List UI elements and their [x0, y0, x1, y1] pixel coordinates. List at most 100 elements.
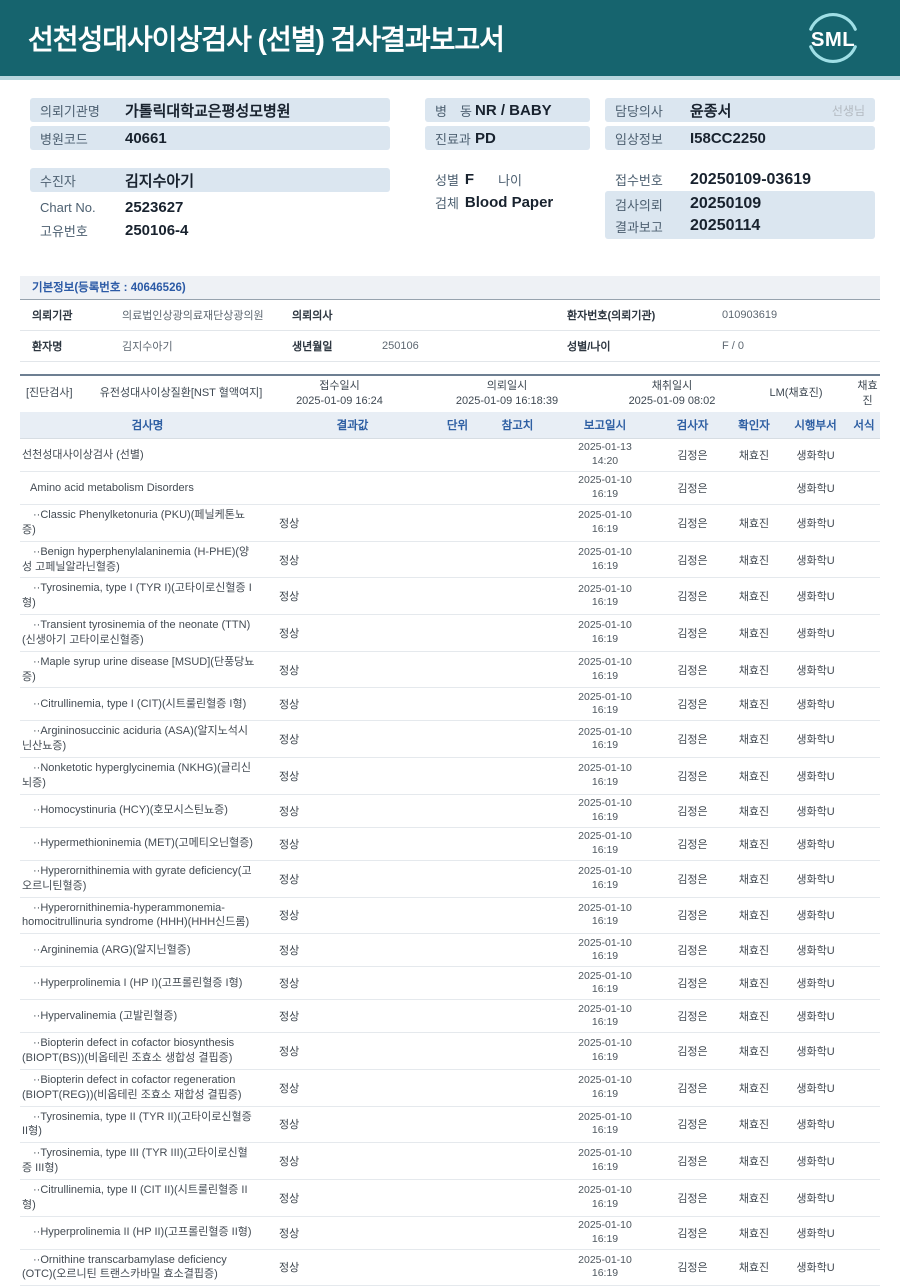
col-header-reference: 참고치: [501, 420, 534, 432]
department-cell: 생화학U: [796, 734, 835, 747]
confirmer-cell: 채효진: [738, 978, 770, 991]
report-datetime-cell: 2025-01-10 16:19: [550, 583, 660, 610]
department-cell: 생화학U: [796, 591, 835, 604]
tester-cell: 김정은: [677, 978, 708, 991]
department-cell: 생화학U: [796, 945, 835, 958]
field-label: 환자번호(의뢰기관): [567, 310, 656, 322]
table-row: ··Hyperornithinemia-hyperammonemia-homoc…: [20, 898, 880, 935]
basic-info-section: 기본정보(등록번호 : 40646526) 의뢰기관 의료법인상광의료재단상광의원…: [20, 276, 880, 362]
confirmer-cell: 채효진: [738, 627, 770, 640]
result-value-cell: 정상: [279, 838, 300, 851]
field-value: 의료법인상광의료재단상광의원: [122, 310, 264, 322]
report-date: 2025-01-10: [578, 582, 632, 595]
col-header-department: 시행부서: [794, 420, 837, 432]
field-specimen: 검체 Blood Paper: [425, 191, 590, 214]
field-hospital-code: 병원코드 40661: [30, 126, 390, 150]
report-date: 2025-01-10: [578, 936, 632, 949]
report-datetime-cell: 2025-01-10 16:19: [550, 902, 660, 929]
report-datetime-cell: 2025-01-10 16:19: [550, 937, 660, 964]
confirmer-cell: 채효진: [738, 554, 770, 567]
report-datetime-cell: 2025-01-10 16:19: [550, 726, 660, 753]
field-ward: 병 동 NR / BABY: [425, 98, 590, 122]
tester-cell: 김정은: [677, 873, 708, 886]
result-value-cell: 정상: [279, 945, 300, 958]
report-datetime-cell: 2025-01-10 16:19: [550, 474, 660, 501]
report-date: 2025-01-10: [578, 690, 632, 703]
report-datetime-cell: 2025-01-10 16:19: [550, 1184, 660, 1211]
field-value: NR / BABY: [475, 101, 552, 119]
report-date: 2025-01-10: [578, 655, 632, 668]
report-datetime-cell: 2025-01-10 16:19: [550, 865, 660, 892]
requested-label: 의뢰일시: [486, 379, 528, 392]
tester-cell: 김정은: [677, 945, 708, 958]
department-cell: 생화학U: [796, 554, 835, 567]
department-cell: 생화학U: [796, 1227, 835, 1240]
collected-datetime: 채취일시 2025-01-09 08:02: [607, 379, 737, 410]
result-value-cell: 정상: [279, 554, 300, 567]
report-date: 2025-01-10: [578, 865, 632, 878]
confirmer-cell: 채효진: [738, 1011, 770, 1024]
sml-logo: SML: [809, 13, 857, 63]
report-date: 2025-01-10: [578, 830, 632, 843]
field-value: 20250114: [690, 217, 761, 234]
field-report-date: 결과보고 20250114: [615, 215, 865, 237]
table-row: ··Hypervalinemia (고발린혈증) 정상 2025-01-10 16:1…: [20, 1000, 880, 1034]
field-label: 접수번호: [615, 173, 663, 188]
confirmer-cell: 채효진: [738, 450, 770, 462]
field-value: PD: [475, 129, 496, 147]
report-time: 16:19: [591, 704, 619, 717]
field-value: 20250109: [690, 195, 762, 212]
report-datetime-cell: 2025-01-10 16:19: [550, 1219, 660, 1246]
field-value: 40661: [125, 129, 167, 147]
diagnosis-strip: [진단검사] 유전성대사이상질환[NST 혈액여지] 접수일시 2025-01-…: [20, 374, 880, 412]
result-value-cell: 정상: [279, 805, 300, 818]
table-row: ··Ornithine transcarbamylase deficiency …: [20, 1250, 880, 1286]
test-name-cell: ··Hyperornithinemia-hyperammonemia-homoc…: [22, 901, 250, 929]
requested-datetime: 의뢰일시 2025-01-09 16:18:39: [407, 379, 607, 410]
test-name-cell: ··Tyrosinemia, type I (TYR I)(고타이로신혈증 I형…: [22, 582, 252, 610]
report-datetime-cell: 2025-01-10 16:19: [550, 509, 660, 536]
field-value: I58CC2250: [690, 129, 766, 147]
test-name-cell: ··Citrullinemia, type II (CIT II)(시트룰린혈증…: [22, 1183, 248, 1211]
table-row: ··Tyrosinemia, type III (TYR III)(고타이로신혈…: [20, 1143, 880, 1180]
report-datetime-cell: 2025-01-13 14:20: [550, 441, 660, 468]
page-title: 선천성대사이상검사 (선별) 검사결과보고서: [28, 24, 505, 55]
tester-cell: 김정은: [677, 1262, 708, 1275]
report-date: 2025-01-10: [578, 1110, 632, 1123]
result-value-cell: 정상: [279, 664, 300, 677]
field-clinic-dept: 진료과 PD: [425, 126, 590, 150]
field-label: Chart No.: [40, 200, 96, 215]
table-row: ··Nonketotic hyperglycinemia (NKHG)(글리신뇌…: [20, 758, 880, 795]
test-name-cell: ··Tyrosinemia, type II (TYR II)(고타이로신혈증 …: [22, 1110, 252, 1138]
report-date: 2025-01-10: [578, 1147, 632, 1160]
patient-info: 의뢰기관명 가톨릭대학교은평성모병원 병원코드 40661 수진자 김지수아기 …: [30, 98, 900, 260]
results-table-header: 검사명 결과값 단위 참고치 보고일시 검사자 확인자 시행부서 서식: [20, 412, 880, 439]
field-requesting-org: 의뢰기관명 가톨릭대학교은평성모병원: [30, 98, 390, 122]
report-datetime-cell: 2025-01-10 16:19: [550, 1254, 660, 1281]
col-header-result: 결과값: [336, 420, 369, 432]
report-datetime-cell: 2025-01-10 16:19: [550, 970, 660, 997]
report-time: 16:19: [591, 739, 619, 752]
table-row: ··Maple syrup urine disease [MSUD](단풍당뇨증…: [20, 652, 880, 689]
department-cell: 생화학U: [796, 450, 835, 462]
field-value: 2523627: [125, 199, 184, 216]
field-value: 010903619: [722, 309, 778, 321]
confirmer-cell: 채효진: [738, 805, 770, 818]
field-label: 성별/나이: [567, 341, 611, 353]
field-value: 윤종서: [690, 102, 732, 120]
report-date: 2025-01-10: [578, 797, 632, 810]
table-row: 선천성대사이상검사 (선별) 2025-01-13 14:20 김정은 채효진 생화학U: [20, 439, 880, 472]
field-value: Blood Paper: [464, 194, 554, 211]
test-name-cell: ··Ornithine transcarbamylase deficiency …: [22, 1253, 227, 1281]
tester-cell: 김정은: [677, 805, 708, 818]
field-label: 의뢰의사: [292, 310, 333, 322]
table-row: ··Tyrosinemia, type II (TYR II)(고타이로신혈증 …: [20, 1107, 880, 1144]
table-row: ··Homocystinuria (HCY)(호모시스틴뇨증) 정상 2025-01…: [20, 795, 880, 828]
field-sex-age: 성별 F 나이: [425, 168, 590, 191]
result-value-cell: 정상: [279, 1192, 300, 1205]
received-datetime: 접수일시 2025-01-09 16:24: [272, 379, 407, 410]
field-label: 병원코드: [40, 131, 88, 147]
test-name-cell: ··Hyperprolinemia II (HP II)(고프롤린혈증 II형): [33, 1226, 252, 1239]
report-time: 16:19: [591, 1232, 619, 1245]
table-row: ··Biopterin defect in cofactor regenerat…: [20, 1070, 880, 1107]
